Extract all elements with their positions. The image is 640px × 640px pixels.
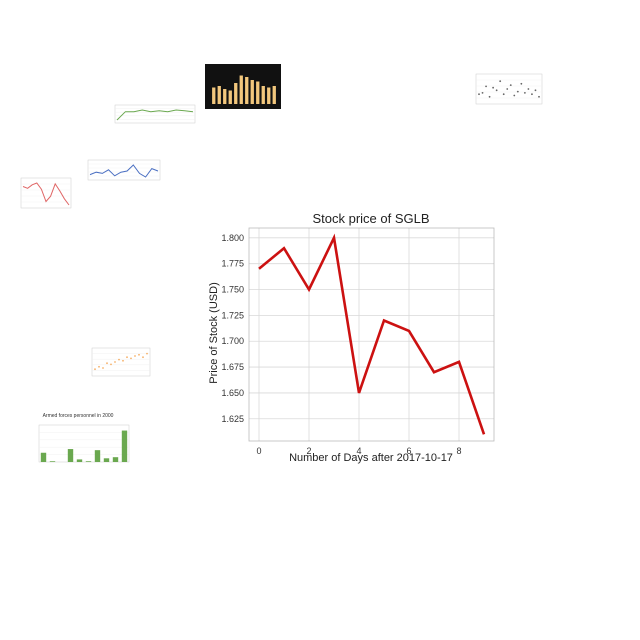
thumb-bar bbox=[256, 81, 260, 104]
thumb-bar bbox=[272, 86, 276, 104]
thumb-point bbox=[492, 86, 495, 89]
thumb-point bbox=[499, 80, 502, 83]
x-tick-label: 0 bbox=[256, 446, 261, 456]
thumb-point bbox=[488, 95, 491, 98]
x-tick-label: 8 bbox=[456, 446, 461, 456]
thumb-blue-line-chart bbox=[80, 150, 165, 200]
x-axis-label: Number of Days after 2017-10-17 bbox=[289, 452, 453, 464]
thumb-point bbox=[527, 88, 530, 90]
thumb-bar bbox=[103, 458, 110, 462]
thumb-orange-scatter-chart bbox=[84, 338, 154, 383]
green-line-chart-svg bbox=[114, 104, 196, 124]
plot-frame bbox=[248, 227, 495, 442]
thumb-plot-frame bbox=[91, 347, 151, 377]
thumb-point bbox=[134, 355, 136, 357]
thumb-bar bbox=[234, 83, 238, 104]
x-tick-label: 6 bbox=[406, 446, 411, 456]
x-tick-label: 2 bbox=[306, 446, 311, 456]
y-tick-label: 1.700 bbox=[221, 336, 244, 346]
y-tick-label: 1.775 bbox=[221, 259, 244, 269]
thumb-point bbox=[534, 89, 537, 92]
scatter-chart-svg bbox=[475, 73, 543, 105]
thumb-bar bbox=[223, 89, 227, 104]
thumb-point bbox=[520, 82, 523, 85]
thumb-scatter-chart bbox=[466, 66, 546, 111]
stock-line-chart: Stock price of SGLB Number of Days after… bbox=[208, 211, 495, 464]
thumb-green-line-chart bbox=[105, 95, 200, 140]
stock-price-line bbox=[258, 233, 486, 435]
thumb-point bbox=[485, 85, 487, 88]
thumb-bar bbox=[250, 80, 254, 104]
thumb-point bbox=[122, 359, 124, 362]
thumb-bar bbox=[121, 430, 128, 462]
x-tick-label: 4 bbox=[356, 446, 361, 456]
thumb-plot-frame bbox=[114, 104, 196, 124]
y-tick-label: 1.625 bbox=[221, 414, 244, 424]
y-axis-label: Price of Stock (USD) bbox=[208, 282, 220, 383]
thumb-point bbox=[106, 362, 108, 365]
thumb-bar bbox=[228, 90, 232, 104]
thumb-bar bbox=[217, 86, 221, 104]
thumb-point bbox=[506, 88, 509, 90]
y-tick-label: 1.800 bbox=[221, 233, 244, 243]
thumb-bar bbox=[112, 457, 119, 462]
thumb-point bbox=[495, 89, 498, 92]
thumb-dark-bar-chart bbox=[205, 64, 281, 109]
thumb-bar bbox=[67, 449, 74, 462]
thumb-point bbox=[130, 357, 132, 360]
thumb-point bbox=[110, 363, 112, 366]
thumb-point bbox=[509, 84, 512, 86]
thumb-bar bbox=[40, 452, 47, 462]
thumb-point bbox=[142, 356, 144, 359]
thumb-bar bbox=[261, 86, 265, 104]
y-tick-label: 1.750 bbox=[221, 285, 244, 295]
thumb-point bbox=[538, 95, 540, 98]
thumb-bar bbox=[245, 77, 249, 104]
thumb-armed-forces-bar-chart: Armed forces personnel in 2000 bbox=[25, 410, 133, 485]
y-tick-label: 1.725 bbox=[221, 310, 244, 320]
thumb-point bbox=[146, 352, 148, 355]
thumb-point bbox=[102, 367, 104, 369]
thumb-point bbox=[502, 93, 505, 96]
thumb-point bbox=[126, 356, 128, 359]
thumb-series-line bbox=[22, 182, 70, 206]
thumb-point bbox=[513, 94, 516, 97]
thumb-bar bbox=[267, 87, 271, 104]
thumb-plot-frame bbox=[475, 73, 543, 105]
armed-forces-chart-title: Armed forces personnel in 2000 bbox=[43, 413, 114, 419]
thumb-series-line bbox=[89, 164, 159, 178]
armed-forces-bar-chart-svg: Armed forces personnel in 2000 bbox=[38, 413, 130, 463]
thumb-point bbox=[481, 92, 484, 94]
blue-line-chart-svg bbox=[87, 159, 161, 181]
thumb-plot-frame bbox=[20, 177, 72, 209]
thumb-point bbox=[531, 93, 533, 96]
y-tick-label: 1.675 bbox=[221, 362, 244, 372]
thumb-point bbox=[98, 365, 100, 368]
thumb-point bbox=[94, 368, 96, 371]
thumb-point bbox=[516, 90, 519, 93]
thumb-bar bbox=[239, 75, 243, 104]
thumb-point bbox=[523, 92, 526, 94]
main-chart: Stock price of SGLB Number of Days after… bbox=[200, 205, 505, 470]
dark-bar-chart-svg bbox=[205, 64, 281, 109]
y-tick-label: 1.650 bbox=[221, 388, 244, 398]
orange-scatter-chart-svg bbox=[91, 347, 151, 377]
red-line-chart-svg bbox=[20, 177, 72, 209]
thumb-point bbox=[114, 361, 116, 363]
thumb-red-line-chart bbox=[15, 170, 75, 215]
thumb-point bbox=[138, 353, 140, 356]
chart-title: Stock price of SGLB bbox=[312, 211, 429, 226]
thumb-plot-frame bbox=[87, 159, 161, 181]
thumb-plot-frame bbox=[38, 424, 130, 463]
thumb-point bbox=[478, 93, 480, 96]
thumb-bar bbox=[94, 450, 101, 462]
thumb-series-line bbox=[116, 109, 194, 121]
thumb-bar bbox=[85, 461, 92, 462]
thumb-point bbox=[118, 358, 120, 361]
thumb-bar bbox=[212, 87, 216, 104]
thumb-bar bbox=[49, 461, 56, 462]
thumb-bar bbox=[76, 459, 83, 462]
